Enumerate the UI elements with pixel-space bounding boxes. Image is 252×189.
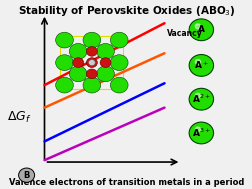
- Circle shape: [88, 60, 95, 66]
- Circle shape: [86, 58, 97, 67]
- Circle shape: [189, 19, 213, 41]
- Text: A$^{2+}$: A$^{2+}$: [192, 93, 211, 105]
- Text: B: B: [23, 171, 30, 180]
- Circle shape: [110, 55, 128, 70]
- Text: Vacancy: Vacancy: [167, 29, 202, 38]
- Circle shape: [189, 55, 213, 76]
- Circle shape: [83, 32, 101, 48]
- Text: Valence electrons of transition metals in a period: Valence electrons of transition metals i…: [9, 178, 244, 187]
- Circle shape: [195, 93, 201, 98]
- Circle shape: [189, 122, 213, 144]
- Circle shape: [195, 24, 201, 29]
- Circle shape: [110, 77, 128, 93]
- Circle shape: [56, 55, 73, 70]
- Text: A$^+$: A$^+$: [194, 60, 209, 71]
- Circle shape: [86, 46, 97, 56]
- Circle shape: [56, 32, 73, 48]
- Circle shape: [189, 88, 213, 110]
- Circle shape: [83, 77, 101, 93]
- Circle shape: [100, 58, 111, 67]
- Circle shape: [97, 66, 114, 82]
- Text: Stability of Perovskite Oxides (ABO$_3$): Stability of Perovskite Oxides (ABO$_3$): [18, 4, 235, 18]
- Bar: [60, 36, 123, 89]
- Circle shape: [69, 43, 87, 59]
- Circle shape: [195, 60, 201, 64]
- Circle shape: [56, 77, 73, 93]
- Circle shape: [97, 43, 114, 59]
- Text: A$^{3+}$: A$^{3+}$: [192, 127, 211, 139]
- Circle shape: [69, 66, 87, 82]
- Circle shape: [110, 32, 128, 48]
- Circle shape: [86, 69, 97, 79]
- Text: $\Delta G_f$: $\Delta G_f$: [7, 109, 32, 125]
- Circle shape: [73, 58, 84, 67]
- Text: A: A: [198, 25, 205, 34]
- Circle shape: [195, 127, 201, 132]
- Circle shape: [19, 168, 35, 182]
